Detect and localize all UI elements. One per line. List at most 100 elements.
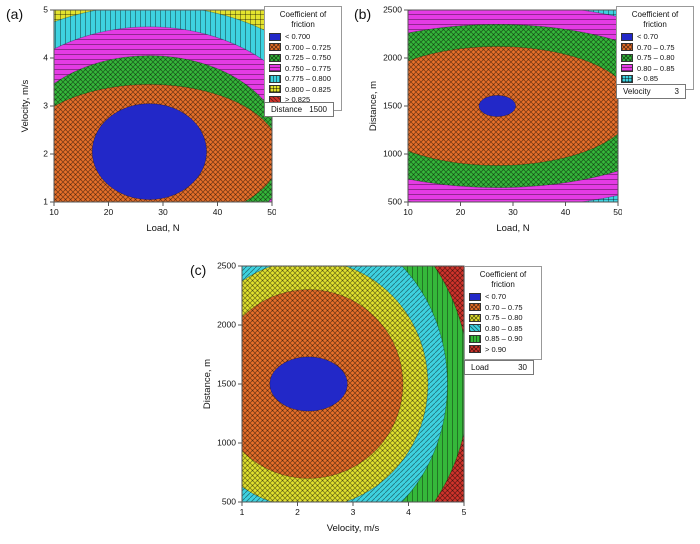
contour-svg: 10 20 30 40 50 500 1000 1500 2000 2500 Load, N Dist… xyxy=(368,5,623,235)
svg-text:2000: 2000 xyxy=(217,320,236,330)
legend-items: < 0.70 0.70 – 0.75 0.75 – 0.80 0.80 – 0.85 >… xyxy=(621,32,689,83)
plot-area-c: 1 2 3 4 5 500 1000 1500 2000 2500 Velocity, m/s Dis… xyxy=(200,258,468,544)
legend-swatch xyxy=(469,334,481,343)
legend-swatch xyxy=(621,53,633,62)
annotation-value: 30 xyxy=(518,363,527,372)
legend-swatch xyxy=(269,85,281,94)
legend-item: 0.800 – 0.825 xyxy=(269,85,337,94)
contour-svg: 10 20 30 40 50 1 2 3 4 5 Load, N Velocity, m/s xyxy=(20,5,277,235)
annotation-label: Distance xyxy=(271,105,303,114)
legend-c: Coefficient of friction < 0.70 0.70 – 0.7… xyxy=(464,266,542,361)
svg-text:40: 40 xyxy=(561,207,571,217)
legend-label: 0.75 – 0.80 xyxy=(637,53,675,63)
legend-label: < 0.70 xyxy=(485,292,507,302)
svg-text:10: 10 xyxy=(49,207,59,217)
legend-swatch xyxy=(269,74,281,83)
legend-swatch xyxy=(269,43,281,52)
svg-text:Distance, m: Distance, m xyxy=(368,81,379,131)
plot-area-b: 10 20 30 40 50 500 1000 1500 2000 2500 Load, N Dist… xyxy=(366,2,623,243)
svg-text:20: 20 xyxy=(456,207,466,217)
legend-item: > 0.85 xyxy=(621,74,689,83)
svg-text:Velocity, m/s: Velocity, m/s xyxy=(327,523,380,534)
legend-label: 0.75 – 0.80 xyxy=(485,313,523,323)
svg-text:50: 50 xyxy=(267,207,276,217)
contour-svg: 1 2 3 4 5 500 1000 1500 2000 2500 Velocity, m/s Dis… xyxy=(202,261,467,535)
svg-text:Distance, m: Distance, m xyxy=(202,359,213,409)
legend-label: < 0.70 xyxy=(637,32,659,42)
svg-text:Load, N: Load, N xyxy=(146,223,179,234)
svg-text:4: 4 xyxy=(406,507,411,517)
contour-plot-a: (a) 10 20 30 40 50 1 2 3 4 5 Load, N Velocity, m/s … xyxy=(6,2,346,254)
svg-text:40: 40 xyxy=(213,207,223,217)
legend-items: < 0.70 0.70 – 0.75 0.75 – 0.80 0.80 – 0.85 0… xyxy=(469,292,537,354)
annotation-label: Load xyxy=(471,363,489,372)
svg-text:5: 5 xyxy=(462,507,467,517)
svg-text:2500: 2500 xyxy=(217,261,236,271)
legend-swatch xyxy=(469,345,481,354)
legend-label: 0.700 – 0.725 xyxy=(285,42,331,52)
legend-swatch xyxy=(269,32,281,41)
svg-text:1500: 1500 xyxy=(383,101,402,111)
legend-item: < 0.70 xyxy=(469,292,537,301)
svg-text:2: 2 xyxy=(295,507,300,517)
annotation-value: 3 xyxy=(674,87,679,96)
svg-text:2: 2 xyxy=(43,149,48,159)
svg-text:1000: 1000 xyxy=(383,149,402,159)
svg-text:5: 5 xyxy=(43,5,48,15)
legend-a: Coefficient of friction < 0.700 0.700 – 0… xyxy=(264,6,342,111)
legend-items: < 0.700 0.700 – 0.725 0.725 – 0.750 0.750 –… xyxy=(269,32,337,104)
svg-text:1000: 1000 xyxy=(217,438,236,448)
legend-item: 0.75 – 0.80 xyxy=(621,53,689,62)
legend-label: 0.80 – 0.85 xyxy=(637,63,675,73)
legend-item: 0.775 – 0.800 xyxy=(269,74,337,83)
plot-area-a: 10 20 30 40 50 1 2 3 4 5 Load, N Velocity, m/s xyxy=(18,2,277,243)
legend-swatch xyxy=(269,64,281,73)
legend-label: > 0.85 xyxy=(637,74,659,84)
svg-text:30: 30 xyxy=(158,207,168,217)
svg-text:30: 30 xyxy=(508,207,518,217)
legend-label: < 0.700 xyxy=(285,32,311,42)
legend-item: 0.700 – 0.725 xyxy=(269,43,337,52)
annotation-box-b: Velocity 3 xyxy=(616,84,686,99)
svg-text:50: 50 xyxy=(613,207,622,217)
legend-title: Coefficient of friction xyxy=(479,270,527,289)
contour-plot-b: (b) 10 20 30 40 50 500 1000 1500 2000 2500 Load, N… xyxy=(354,2,700,254)
legend-label: 0.80 – 0.85 xyxy=(485,323,523,333)
legend-label: 0.70 – 0.75 xyxy=(485,302,523,312)
legend-item: 0.80 – 0.85 xyxy=(469,324,537,333)
svg-text:Load, N: Load, N xyxy=(496,223,529,234)
svg-text:3: 3 xyxy=(351,507,356,517)
svg-text:10: 10 xyxy=(403,207,413,217)
annotation-value: 1500 xyxy=(309,105,327,114)
svg-text:500: 500 xyxy=(388,197,402,207)
legend-label: 0.85 – 0.90 xyxy=(485,334,523,344)
panel-label-c: (c) xyxy=(190,262,207,278)
legend-swatch xyxy=(621,74,633,83)
svg-text:500: 500 xyxy=(222,497,236,507)
legend-swatch xyxy=(469,313,481,322)
panel-label-a: (a) xyxy=(6,6,24,22)
legend-label: > 0.825 xyxy=(285,95,311,105)
svg-text:1: 1 xyxy=(240,507,245,517)
legend-label: 0.775 – 0.800 xyxy=(285,74,331,84)
legend-swatch xyxy=(269,53,281,62)
legend-item: 0.70 – 0.75 xyxy=(469,303,537,312)
legend-swatch xyxy=(469,324,481,333)
svg-text:1500: 1500 xyxy=(217,379,236,389)
legend-item: 0.75 – 0.80 xyxy=(469,313,537,322)
legend-item: 0.750 – 0.775 xyxy=(269,64,337,73)
svg-text:4: 4 xyxy=(43,53,48,63)
svg-text:20: 20 xyxy=(104,207,114,217)
legend-item: < 0.700 xyxy=(269,32,337,41)
legend-item: 0.85 – 0.90 xyxy=(469,334,537,343)
legend-title: Coefficient of friction xyxy=(631,10,679,29)
svg-text:2000: 2000 xyxy=(383,53,402,63)
legend-swatch xyxy=(469,303,481,312)
legend-item: < 0.70 xyxy=(621,32,689,41)
legend-label: 0.70 – 0.75 xyxy=(637,42,675,52)
legend-swatch xyxy=(621,43,633,52)
svg-text:1: 1 xyxy=(43,197,48,207)
legend-swatch xyxy=(621,64,633,73)
legend-item: 0.725 – 0.750 xyxy=(269,53,337,62)
